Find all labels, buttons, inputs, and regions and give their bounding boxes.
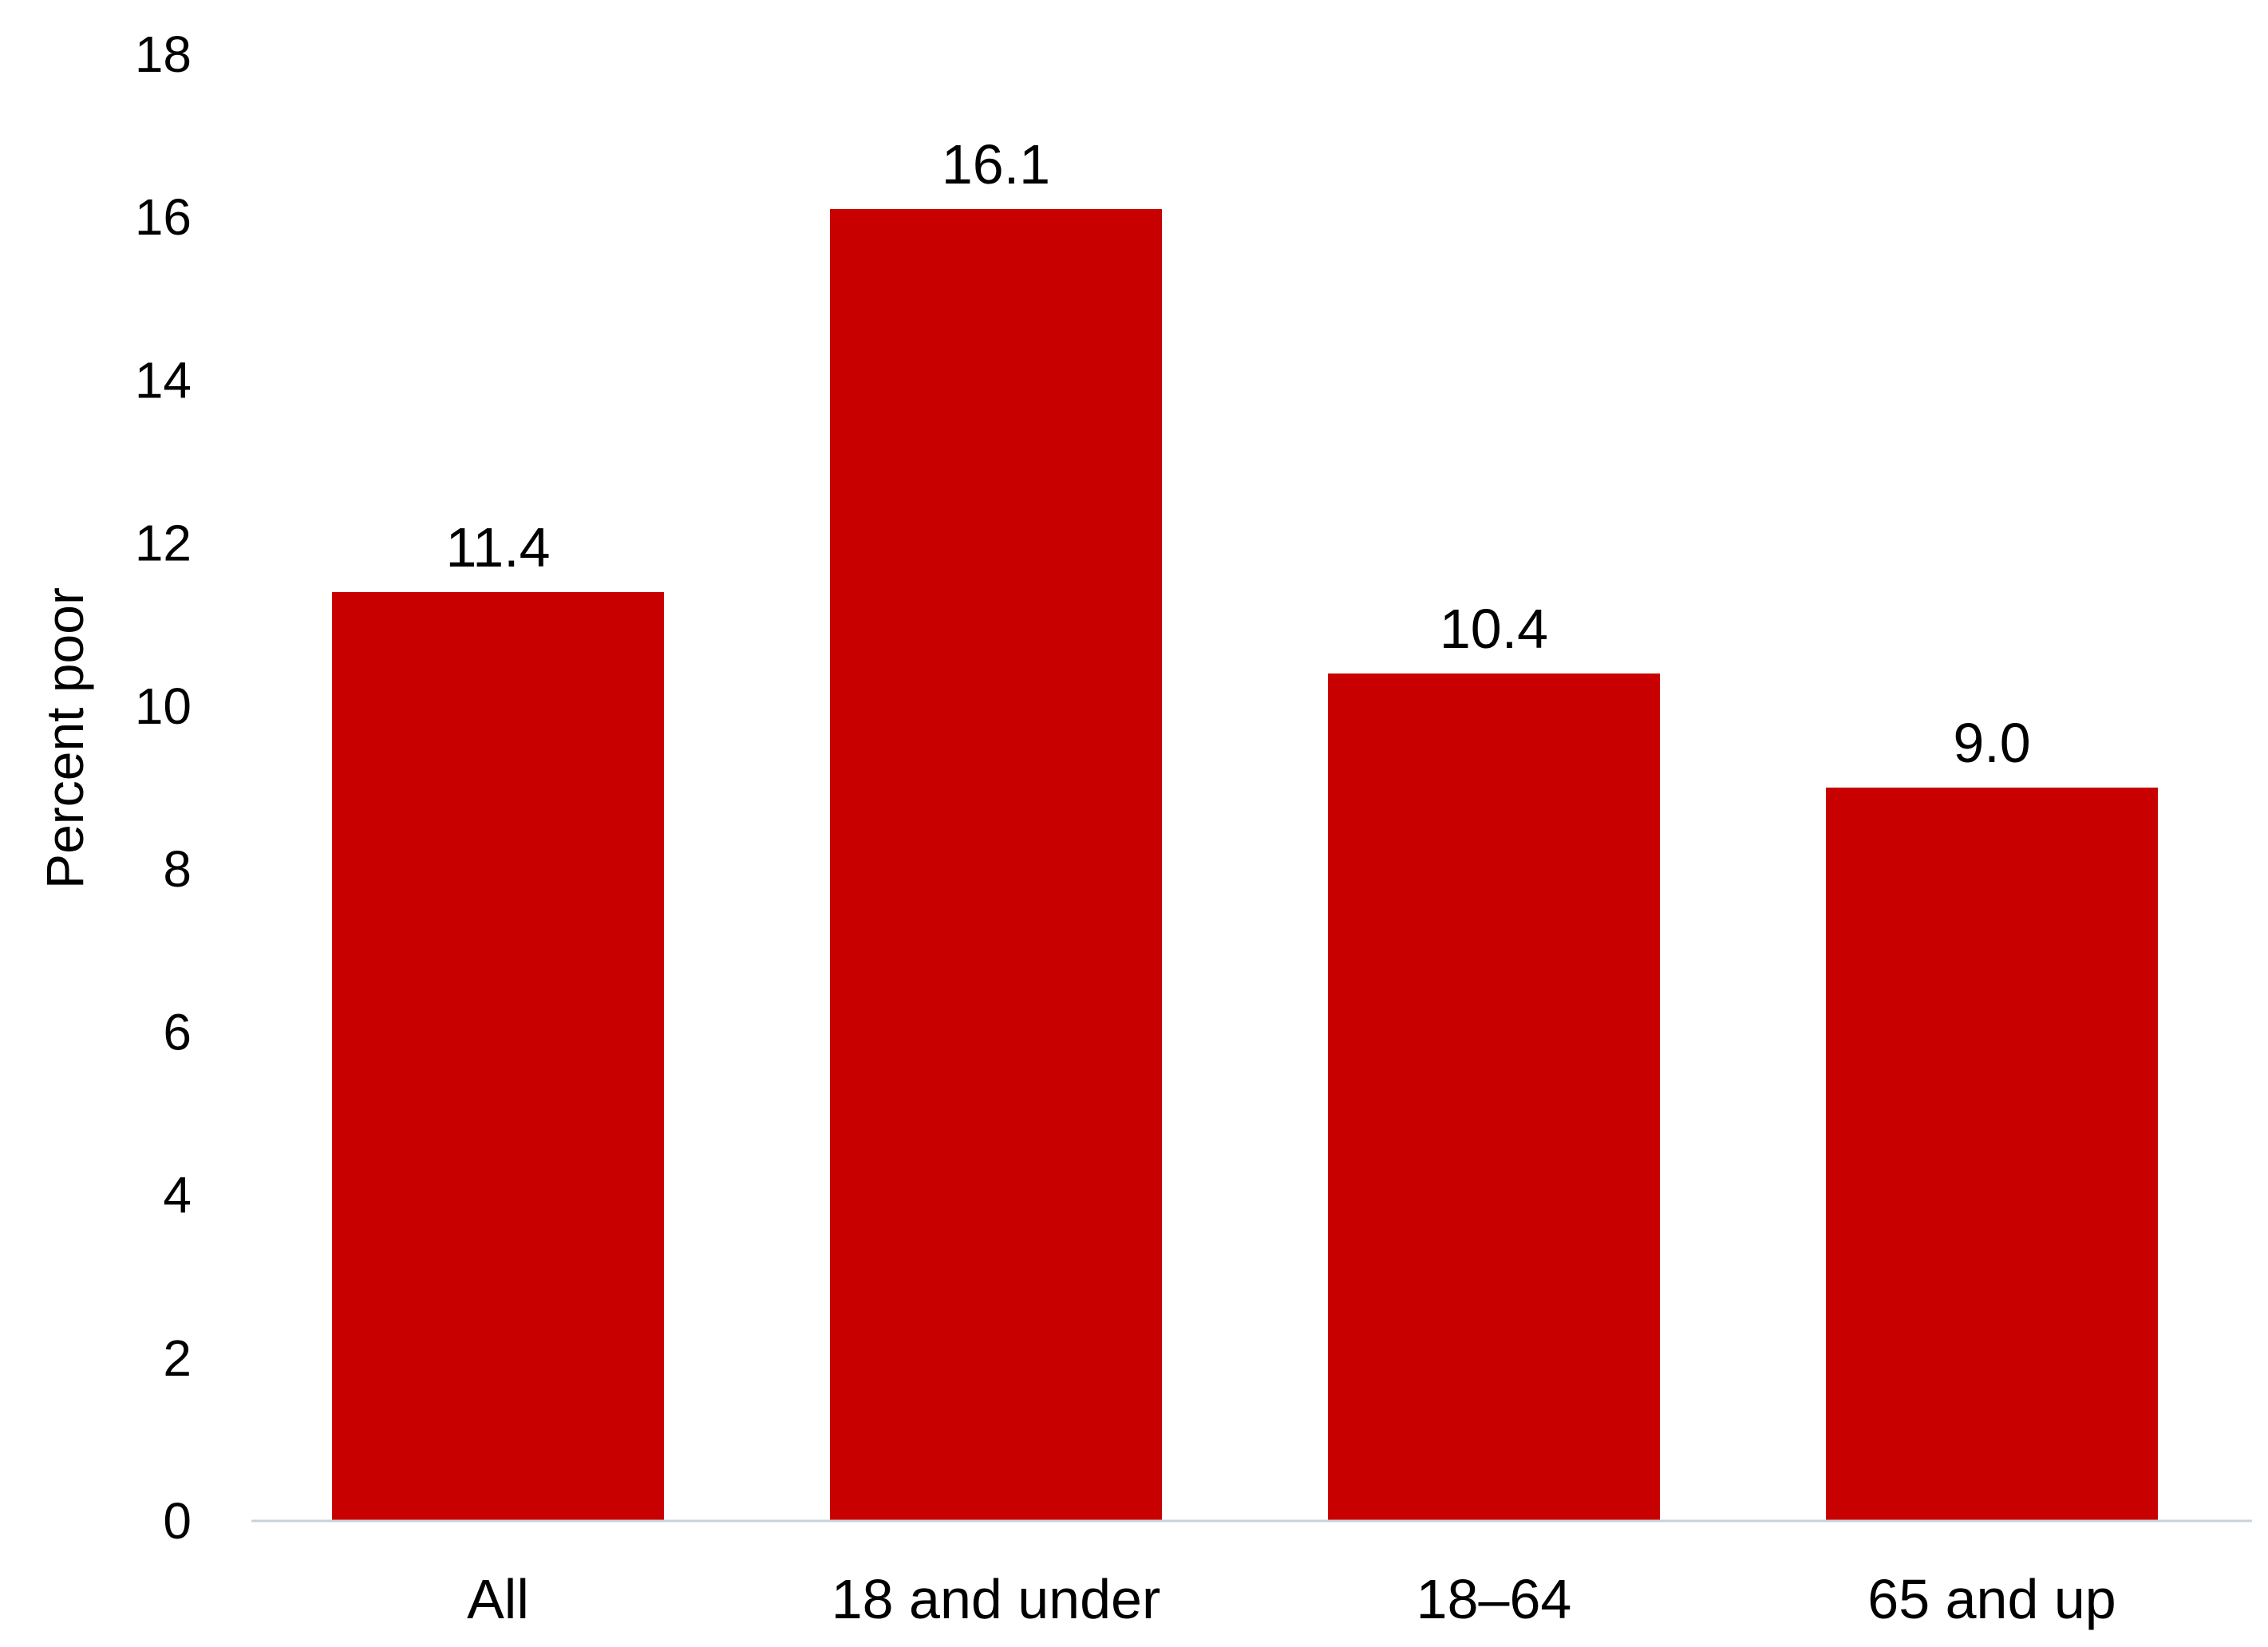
y-tick-label: 18 bbox=[135, 26, 192, 83]
bars bbox=[332, 209, 2158, 1521]
x-category-label: 65 and up bbox=[1867, 1568, 2116, 1630]
y-tick-label: 12 bbox=[135, 515, 192, 572]
value-labels: 11.4 16.1 10.4 9.0 bbox=[445, 133, 2030, 774]
bar-value-label: 10.4 bbox=[1440, 598, 1548, 660]
y-tick-label: 0 bbox=[163, 1492, 192, 1550]
y-tick-label: 16 bbox=[135, 188, 192, 246]
y-tick-label: 4 bbox=[163, 1167, 192, 1224]
category-labels: All 18 and under 18–64 65 and up bbox=[467, 1568, 2116, 1630]
bar-value-label: 11.4 bbox=[445, 516, 550, 579]
bar bbox=[830, 209, 1162, 1521]
y-axis-title: Percent poor bbox=[35, 587, 94, 889]
bar bbox=[1826, 788, 2158, 1521]
bar-value-label: 16.1 bbox=[942, 133, 1050, 196]
x-category-label: All bbox=[467, 1568, 529, 1630]
y-tick-label: 10 bbox=[135, 677, 192, 735]
bar bbox=[332, 591, 664, 1521]
bar bbox=[1328, 673, 1660, 1521]
y-tick-label: 2 bbox=[163, 1329, 192, 1387]
y-tick-label: 8 bbox=[163, 840, 192, 898]
x-category-label: 18 and under bbox=[832, 1568, 1161, 1630]
y-axis-ticks: 0 2 4 6 8 10 12 14 16 18 bbox=[135, 26, 192, 1550]
y-tick-label: 6 bbox=[163, 1003, 192, 1060]
x-category-label: 18–64 bbox=[1417, 1568, 1572, 1630]
y-tick-label: 14 bbox=[135, 351, 192, 409]
bar-value-label: 9.0 bbox=[1953, 712, 2030, 774]
